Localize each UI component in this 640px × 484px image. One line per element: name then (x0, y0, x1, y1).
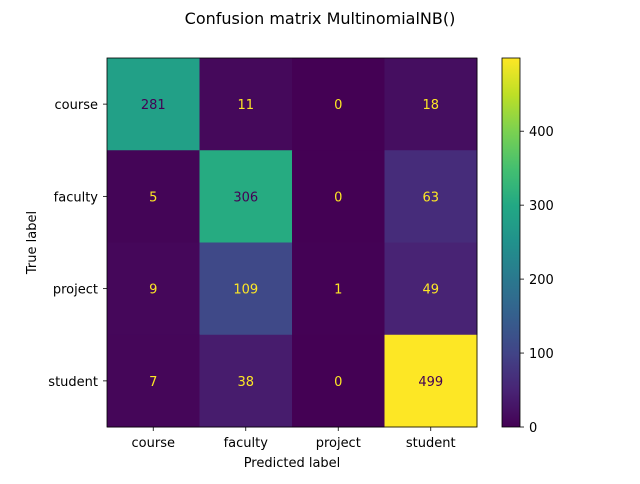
colorbar-tick-label: 400 (529, 125, 554, 140)
heatmap-cell (384, 58, 478, 151)
heatmap-cell (292, 150, 385, 243)
y-tick-label: student (48, 375, 98, 390)
cell-value-label: 499 (418, 375, 443, 390)
cell-value-label: 5 (149, 190, 157, 205)
cell-value-label: 9 (149, 283, 157, 298)
x-axis-label: Predicted label (244, 456, 341, 471)
y-axis-ticks: course faculty project student (48, 98, 107, 390)
cell-value-label: 18 (422, 98, 439, 113)
cell-value-label: 1 (334, 283, 342, 298)
colorbar-tick-label: 100 (529, 347, 554, 362)
colorbar-ticks: 0 100 200 300 400 (520, 125, 554, 436)
cell-value-label: 7 (149, 375, 157, 390)
heatmap-cell (107, 334, 200, 428)
heatmap-cell (384, 150, 478, 243)
heatmap-cell (107, 242, 200, 336)
x-tick-label: project (316, 436, 361, 451)
heatmap-cell (107, 58, 200, 151)
heatmap-cell (199, 334, 293, 428)
heatmap-cell (384, 334, 478, 428)
heatmap-cell (199, 242, 293, 336)
colorbar-tick-label: 0 (529, 421, 537, 436)
heatmap-cell (107, 150, 200, 243)
cell-value-label: 306 (233, 190, 258, 205)
heatmap-cells (107, 58, 478, 428)
heatmap-cell (199, 150, 293, 243)
heatmap-cell (292, 334, 385, 428)
heatmap-cell (292, 58, 385, 151)
x-tick-label: faculty (224, 436, 269, 451)
cell-value-label: 0 (334, 375, 342, 390)
y-axis-label: True label (25, 211, 40, 275)
cell-value-label: 0 (334, 190, 342, 205)
plot-frame (106, 57, 478, 428)
y-tick-label: faculty (54, 190, 99, 205)
y-tick-label: course (55, 98, 98, 113)
cell-value-label: 11 (237, 98, 254, 113)
cell-value-labels: 281 11 0 18 5 306 0 63 9 109 1 49 7 38 0 499 (141, 98, 443, 390)
colorbar-tick-label: 300 (529, 199, 554, 214)
x-tick-label: course (132, 436, 175, 451)
chart-title: Confusion matrix MultinomialNB() (185, 9, 456, 28)
cell-value-label: 0 (334, 98, 342, 113)
x-tick-label: student (406, 436, 456, 451)
cell-value-label: 38 (237, 375, 254, 390)
x-axis-ticks: course faculty project student (132, 427, 456, 451)
cell-value-label: 63 (422, 190, 439, 205)
heatmap-cell (199, 58, 293, 151)
heatmap-cell (384, 242, 478, 336)
cell-value-label: 109 (233, 283, 258, 298)
cell-value-label: 49 (422, 283, 439, 298)
colorbar-tick-label: 200 (529, 273, 554, 288)
heatmap-cell (292, 242, 385, 336)
colorbar (501, 57, 521, 428)
cell-value-label: 281 (141, 98, 166, 113)
y-tick-label: project (53, 283, 98, 298)
